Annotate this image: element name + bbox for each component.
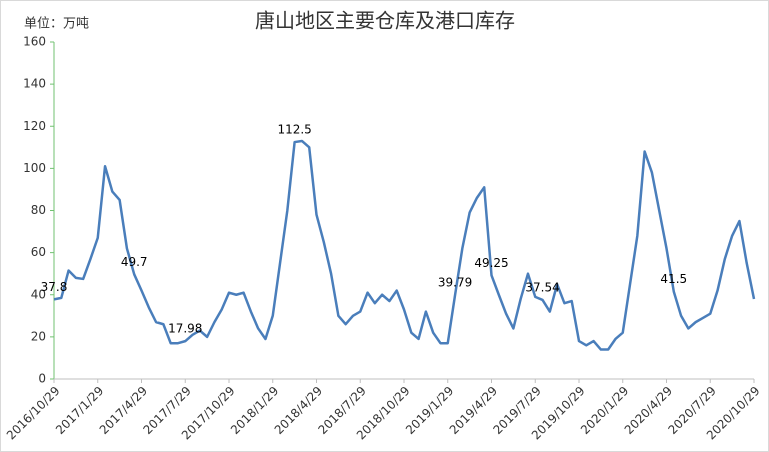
data-label: 112.5	[277, 123, 311, 137]
data-line	[53, 139, 756, 351]
y-tick-label: 160	[23, 35, 46, 49]
y-tick-label: 80	[31, 203, 46, 217]
chart-title: 唐山地区主要仓库及港口库存	[255, 9, 515, 33]
data-label: 37.8	[41, 280, 68, 294]
data-label: 17.98	[168, 322, 202, 336]
y-tick-label: 100	[23, 161, 46, 175]
y-tick-label: 0	[38, 372, 46, 386]
data-label: 37.54	[525, 280, 559, 294]
data-label: 39.79	[438, 276, 472, 290]
y-tick-label: 40	[31, 287, 46, 301]
data-label: 49.25	[474, 256, 508, 270]
y-tick-label: 20	[31, 329, 46, 343]
y-tick-label: 140	[23, 77, 46, 91]
data-label: 41.5	[660, 272, 687, 286]
y-tick-label: 120	[23, 119, 46, 133]
unit-label: 单位：万吨	[24, 17, 89, 32]
data-label: 49.7	[121, 255, 148, 269]
y-tick-label: 60	[31, 245, 46, 259]
